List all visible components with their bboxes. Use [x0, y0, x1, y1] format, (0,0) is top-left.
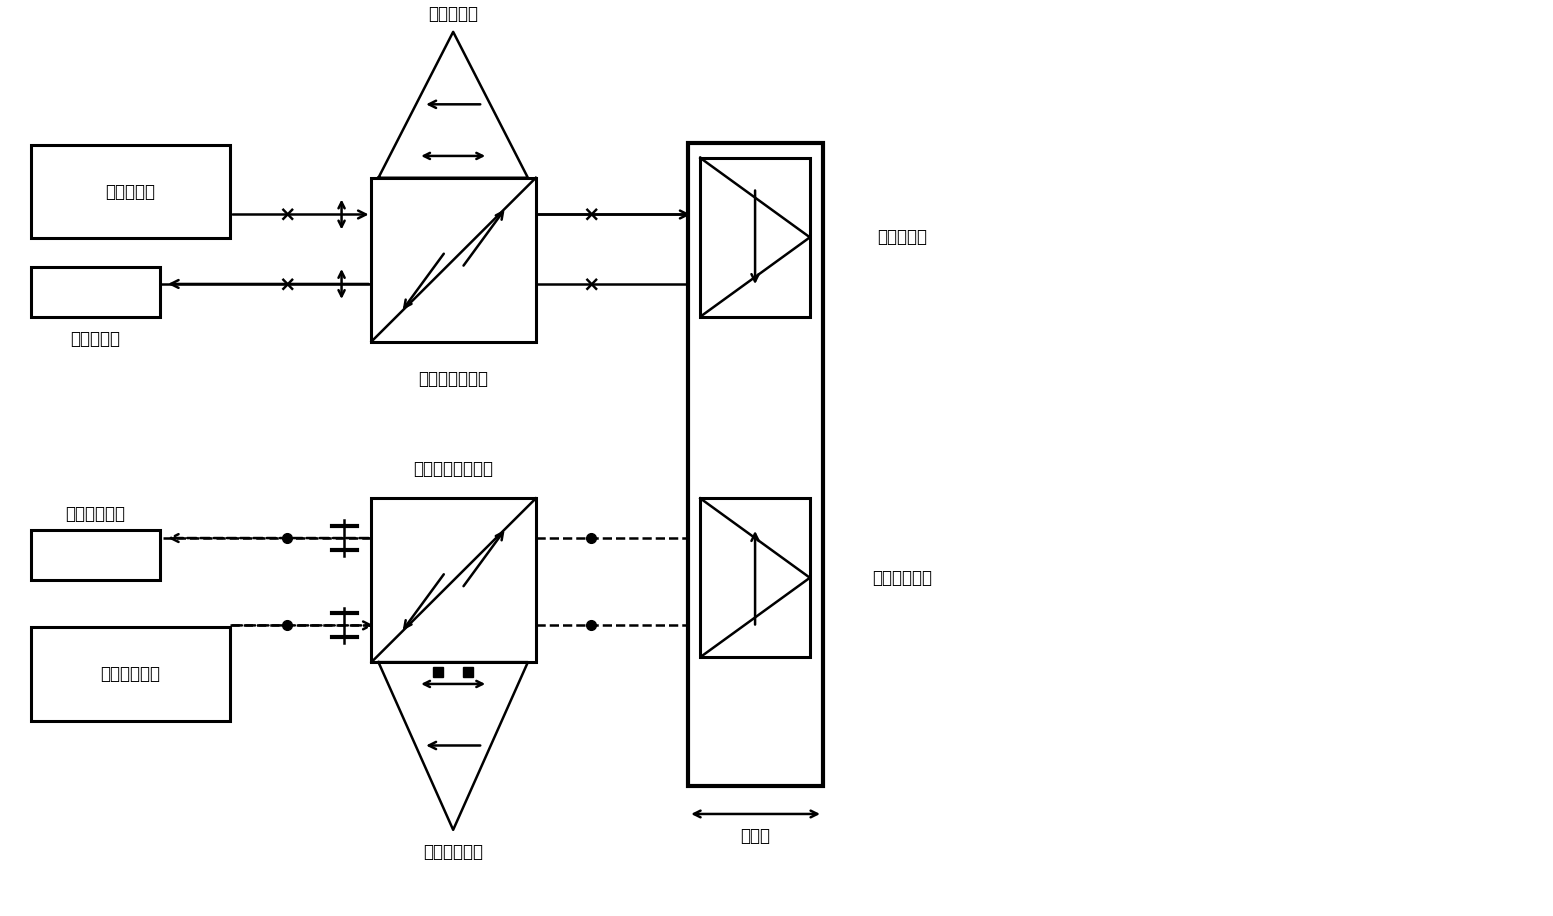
Bar — [371, 178, 536, 342]
Text: 标准激光器: 标准激光器 — [106, 182, 155, 201]
Text: 标准接收器: 标准接收器 — [70, 330, 121, 347]
Text: 被校准接收器: 被校准接收器 — [65, 506, 126, 523]
Bar — [688, 143, 823, 786]
Bar — [371, 498, 536, 662]
Text: 被校准参考镜: 被校准参考镜 — [422, 843, 483, 861]
Text: ×: × — [278, 274, 295, 294]
Text: ×: × — [582, 274, 599, 294]
Text: 被校准偏振分光镜: 被校准偏振分光镜 — [413, 460, 494, 477]
Text: 被校准激光器: 被校准激光器 — [101, 665, 160, 683]
Text: 标准测量镜: 标准测量镜 — [877, 228, 927, 246]
Bar — [31, 145, 230, 238]
Text: 运动台: 运动台 — [741, 827, 770, 845]
Text: ×: × — [278, 204, 295, 224]
Bar — [31, 530, 160, 580]
Text: 被校准测量镜: 被校准测量镜 — [873, 569, 932, 587]
Text: 标准偏振分光镜: 标准偏振分光镜 — [419, 370, 489, 388]
Text: 标准参考镜: 标准参考镜 — [429, 5, 478, 23]
Bar — [31, 267, 160, 317]
Bar — [700, 158, 809, 317]
Bar — [700, 498, 809, 657]
Text: ×: × — [582, 204, 599, 224]
Bar — [31, 627, 230, 721]
